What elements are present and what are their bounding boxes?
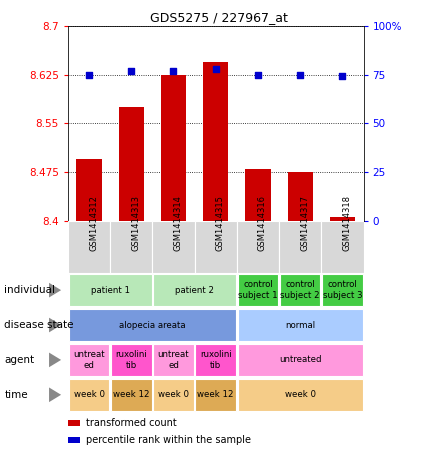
- Text: control
subject 1: control subject 1: [238, 280, 278, 300]
- Text: untreat
ed: untreat ed: [158, 350, 189, 370]
- Text: GSM1414318: GSM1414318: [343, 195, 351, 251]
- Text: time: time: [4, 390, 28, 400]
- Text: normal: normal: [285, 321, 315, 329]
- Polygon shape: [49, 318, 61, 333]
- Text: GSM1414317: GSM1414317: [300, 195, 309, 251]
- Bar: [153, 344, 194, 376]
- Polygon shape: [49, 283, 61, 298]
- Text: GSM1414314: GSM1414314: [173, 195, 183, 251]
- Point: [212, 65, 219, 72]
- Bar: [238, 309, 363, 341]
- Bar: [68, 221, 110, 273]
- Text: untreated: untreated: [279, 356, 321, 364]
- Point: [254, 71, 261, 78]
- Text: GSM1414313: GSM1414313: [131, 195, 140, 251]
- Text: untreat
ed: untreat ed: [73, 350, 105, 370]
- Text: patient 2: patient 2: [175, 286, 214, 294]
- Bar: [68, 437, 80, 443]
- Point: [297, 71, 304, 78]
- Text: transformed count: transformed count: [85, 418, 177, 428]
- Bar: [69, 344, 110, 376]
- Bar: [194, 221, 237, 273]
- Bar: [76, 159, 102, 221]
- Bar: [111, 379, 152, 411]
- Bar: [237, 221, 279, 273]
- Text: week 12: week 12: [113, 390, 149, 399]
- Point: [128, 67, 135, 74]
- Bar: [322, 274, 363, 306]
- Bar: [69, 379, 110, 411]
- Text: patient 1: patient 1: [91, 286, 130, 294]
- Text: percentile rank within the sample: percentile rank within the sample: [85, 435, 251, 445]
- Text: week 0: week 0: [74, 390, 105, 399]
- Bar: [69, 309, 236, 341]
- Bar: [119, 107, 144, 221]
- Text: ruxolini
tib: ruxolini tib: [200, 350, 232, 370]
- Text: agent: agent: [4, 355, 35, 365]
- Bar: [287, 172, 313, 221]
- Bar: [153, 274, 236, 306]
- Bar: [321, 221, 364, 273]
- Polygon shape: [49, 352, 61, 367]
- Bar: [330, 217, 355, 221]
- Point: [85, 71, 92, 78]
- Text: GSM1414316: GSM1414316: [258, 195, 267, 251]
- Bar: [152, 221, 194, 273]
- Bar: [111, 344, 152, 376]
- Point: [170, 67, 177, 74]
- Bar: [245, 169, 271, 221]
- Bar: [238, 379, 363, 411]
- Text: control
subject 3: control subject 3: [323, 280, 362, 300]
- Text: week 12: week 12: [198, 390, 234, 399]
- Bar: [238, 344, 363, 376]
- Bar: [110, 221, 152, 273]
- Text: GDS5275 / 227967_at: GDS5275 / 227967_at: [150, 11, 288, 24]
- Text: GSM1414315: GSM1414315: [215, 195, 225, 251]
- Point: [339, 73, 346, 80]
- Text: control
subject 2: control subject 2: [280, 280, 320, 300]
- Bar: [195, 379, 236, 411]
- Bar: [280, 274, 321, 306]
- Bar: [69, 274, 152, 306]
- Text: week 0: week 0: [285, 390, 316, 399]
- Bar: [279, 221, 321, 273]
- Bar: [153, 379, 194, 411]
- Bar: [203, 62, 228, 221]
- Bar: [238, 274, 278, 306]
- Bar: [161, 74, 186, 221]
- Polygon shape: [49, 387, 61, 402]
- Text: GSM1414312: GSM1414312: [89, 195, 98, 251]
- Text: disease state: disease state: [4, 320, 74, 330]
- Text: week 0: week 0: [158, 390, 189, 399]
- Text: individual: individual: [4, 285, 55, 295]
- Text: alopecia areata: alopecia areata: [119, 321, 186, 329]
- Bar: [68, 420, 80, 426]
- Bar: [195, 344, 236, 376]
- Text: ruxolini
tib: ruxolini tib: [115, 350, 147, 370]
